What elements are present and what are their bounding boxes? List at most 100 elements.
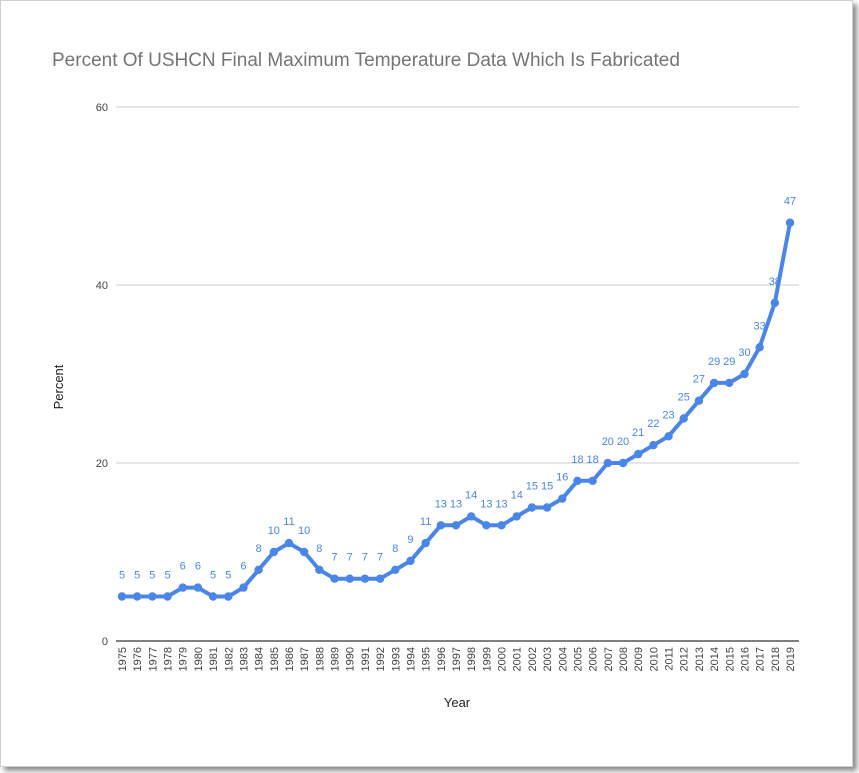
data-point (330, 574, 339, 583)
data-point (193, 583, 203, 592)
data-point (315, 565, 324, 574)
data-point (603, 458, 613, 468)
data-label: 29 (723, 356, 735, 368)
data-point (542, 503, 552, 512)
data-label: 13 (450, 498, 462, 510)
data-label: 5 (134, 570, 140, 582)
data-label: 10 (268, 525, 280, 537)
data-label: 38 (769, 276, 781, 288)
x-tick-label: 2006 (588, 647, 600, 671)
x-tick-label: 2016 (739, 647, 751, 671)
x-tick-label: 1990 (345, 647, 357, 671)
data-label: 13 (495, 498, 507, 510)
data-label: 47 (784, 196, 796, 208)
x-axis-ticks: 1975 1976 1977 1978 1979 1980 1981 1982 1983 1984… (117, 647, 797, 671)
x-tick-label: 2013 (694, 647, 706, 671)
data-label: 21 (632, 427, 644, 439)
chart-title: Percent Of USHCN Final Maximum Temperatu… (52, 50, 680, 71)
data-label: 15 (526, 481, 538, 493)
data-label: 5 (225, 570, 231, 582)
y-axis-title: Percent (51, 364, 66, 409)
x-tick-label: 1997 (451, 647, 463, 671)
data-label: 11 (420, 516, 431, 528)
data-point (694, 396, 704, 405)
x-tick-label: 1980 (193, 647, 205, 671)
data-point (421, 538, 430, 548)
data-label: 7 (362, 552, 368, 564)
x-tick-label: 2017 (755, 647, 767, 671)
data-label: 18 (571, 454, 583, 466)
data-label: 7 (347, 552, 353, 564)
y-tick-label: 60 (96, 102, 108, 114)
data-point (527, 503, 537, 512)
x-tick-label: 1977 (147, 647, 159, 671)
x-tick-label: 1986 (284, 647, 296, 671)
data-label: 30 (738, 347, 750, 359)
data-point (345, 574, 354, 583)
data-point (436, 521, 446, 530)
x-tick-label: 2004 (557, 647, 569, 671)
data-point (497, 521, 506, 530)
x-tick-label: 2010 (648, 647, 660, 671)
data-point (558, 494, 567, 503)
y-axis-ticks: 0 20 40 60 (96, 102, 108, 648)
x-tick-label: 1998 (466, 647, 478, 671)
data-point (208, 592, 218, 601)
data-label: 18 (587, 454, 599, 466)
data-point (679, 414, 688, 423)
x-tick-label: 1999 (481, 647, 493, 671)
x-tick-label: 2007 (603, 647, 615, 671)
data-point (466, 512, 476, 521)
data-point (573, 476, 582, 485)
x-tick-label: 2011 (664, 647, 676, 671)
x-tick-label: 2001 (512, 647, 524, 671)
data-label: 7 (331, 552, 337, 564)
y-tick-label: 40 (96, 280, 108, 292)
data-label: 10 (298, 525, 310, 537)
x-tick-label: 2014 (709, 647, 721, 671)
data-point (482, 521, 491, 530)
data-label: 25 (678, 392, 690, 404)
data-point (725, 378, 734, 388)
data-point (633, 449, 643, 459)
data-point (755, 343, 764, 352)
data-label: 27 (693, 374, 705, 386)
data-label: 8 (256, 543, 262, 555)
x-tick-label: 1994 (405, 647, 417, 671)
data-point (709, 378, 719, 388)
data-label: 6 (195, 561, 201, 573)
data-label: 20 (602, 436, 614, 448)
data-label: 9 (407, 534, 413, 546)
data-label: 11 (283, 516, 294, 528)
data-points (117, 218, 795, 601)
x-tick-label: 1995 (421, 647, 433, 671)
y-tick-label: 0 (102, 636, 108, 648)
data-point (178, 583, 187, 592)
x-tick-label: 2008 (618, 647, 630, 671)
data-point (117, 592, 127, 601)
data-point (770, 298, 780, 307)
data-label: 5 (164, 570, 170, 582)
data-point (785, 218, 795, 227)
data-label: 33 (754, 320, 766, 332)
data-point (299, 547, 309, 557)
data-label: 20 (617, 436, 629, 448)
data-point (254, 565, 263, 574)
x-tick-label: 1988 (314, 647, 326, 671)
data-label: 7 (377, 552, 383, 564)
data-point (375, 574, 385, 583)
x-tick-label: 1996 (436, 647, 448, 671)
data-point (451, 521, 461, 530)
x-tick-label: 1985 (269, 647, 281, 671)
data-point (649, 441, 658, 450)
data-label: 6 (180, 561, 186, 573)
x-tick-label: 2012 (679, 647, 691, 671)
x-tick-label: 2005 (572, 647, 584, 671)
data-label: 5 (119, 570, 125, 582)
x-tick-label: 2018 (770, 647, 782, 671)
x-tick-label: 1992 (375, 647, 387, 671)
x-tick-label: 2002 (527, 647, 539, 671)
x-tick-label: 1989 (330, 647, 342, 671)
data-label: 14 (511, 489, 523, 501)
x-tick-label: 1976 (132, 647, 144, 671)
